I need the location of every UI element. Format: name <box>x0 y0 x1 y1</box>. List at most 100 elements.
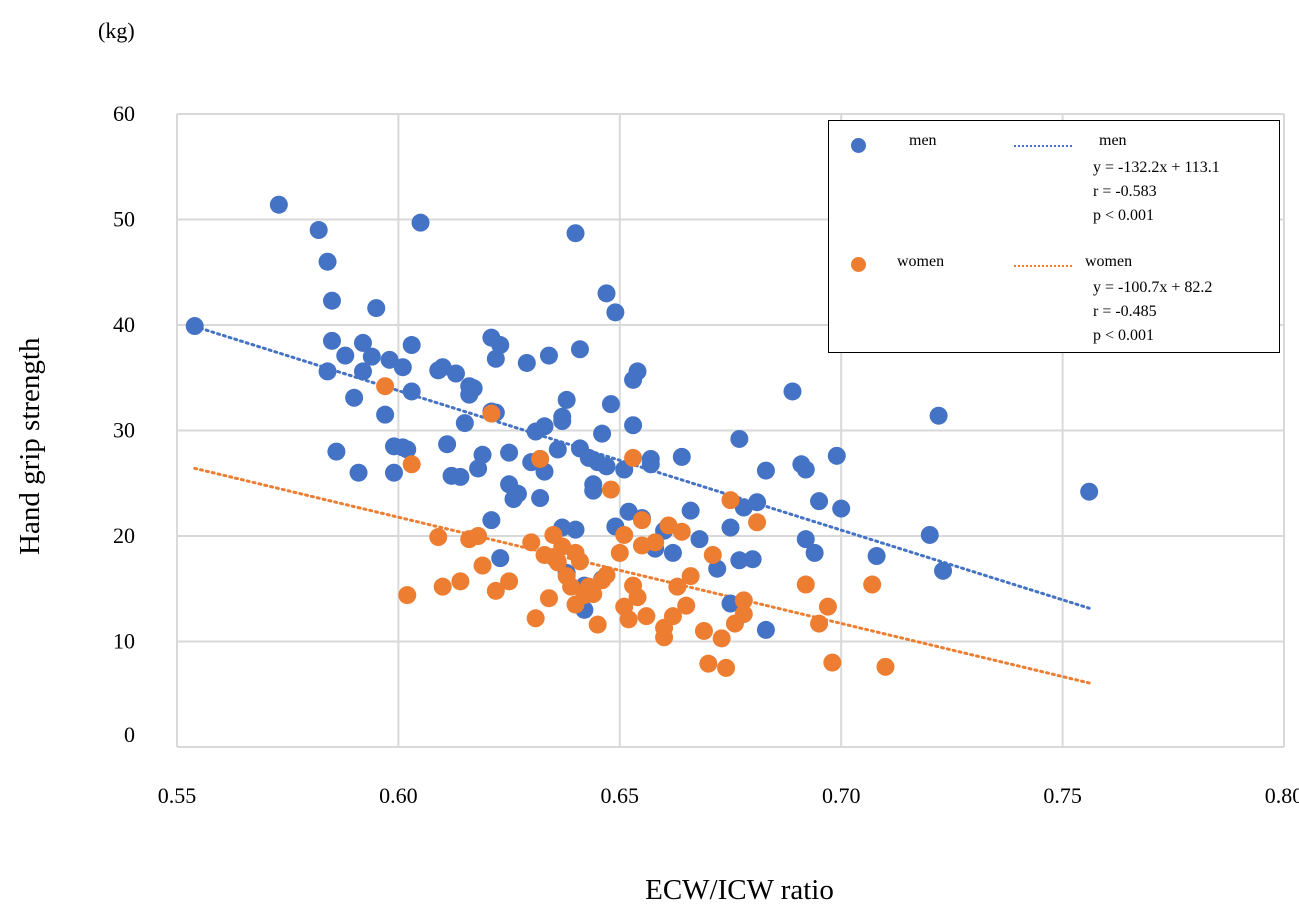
women-data-point <box>486 581 505 600</box>
men-data-point <box>796 460 815 479</box>
men-data-point <box>500 443 519 462</box>
tick-labels: 0 10 20 30 40 50 60 0.55 0.60 0.65 0.70 0.75 0.80 <box>113 101 1299 808</box>
women-data-point <box>531 449 550 468</box>
x-tick-label: 0.65 <box>601 783 640 808</box>
men-data-point <box>486 349 505 368</box>
men-data-point <box>783 382 802 401</box>
legend-men-line <box>1014 145 1072 147</box>
men-data-point <box>491 336 510 355</box>
women-data-point <box>712 629 731 648</box>
women-data-point <box>526 609 545 628</box>
women-data-point <box>677 596 696 615</box>
men-data-point <box>690 530 709 549</box>
men-data-point <box>473 445 492 464</box>
men-data-point <box>345 388 364 407</box>
men-data-point <box>601 395 620 414</box>
men-data-point <box>376 405 395 424</box>
women-data-point <box>748 513 767 532</box>
men-data-point <box>353 333 372 352</box>
men-data-point <box>318 362 337 381</box>
men-data-point <box>508 484 527 503</box>
legend-men-r: r = -0.583 <box>1093 183 1157 200</box>
women-data-point <box>717 658 736 677</box>
men-data-point <box>411 213 430 232</box>
men-data-point <box>393 358 412 377</box>
men-data-point <box>469 459 488 478</box>
women-data-point <box>703 545 722 564</box>
men-data-point <box>721 518 740 537</box>
women-data-point <box>597 566 616 585</box>
x-axis-label: ECW/ICW ratio <box>645 874 834 906</box>
men-data-point <box>438 435 457 454</box>
men-data-point <box>628 362 647 381</box>
men-data-point <box>517 353 536 372</box>
men-data-point <box>584 481 603 500</box>
men-data-point <box>548 440 567 459</box>
men-data-point <box>566 520 585 539</box>
legend-men-equation: y = -132.2x + 113.1 <box>1093 159 1220 176</box>
women-data-point <box>637 607 656 626</box>
y-tick-label: 20 <box>113 523 135 548</box>
men-data-point <box>367 299 386 318</box>
y-tick-label: 30 <box>113 418 135 443</box>
men-data-point <box>681 501 700 520</box>
women-data-point <box>632 511 651 530</box>
men-data-point <box>318 252 337 271</box>
men-data-point <box>557 390 576 409</box>
women-data-point <box>663 607 682 626</box>
y-tick-label: 0 <box>124 722 135 747</box>
legend-women-line <box>1014 265 1072 267</box>
women-data-point <box>721 491 740 510</box>
men-data-point <box>805 543 824 562</box>
women-data-point <box>628 588 647 607</box>
legend: men men y = -132.2x + 113.1 r = -0.583 p… <box>828 120 1280 353</box>
women-data-point <box>451 572 470 591</box>
men-data-point <box>672 447 691 466</box>
trendlines <box>193 324 1091 685</box>
men-data-point <box>309 221 328 240</box>
men-data-point <box>708 559 727 578</box>
men-data-point <box>641 449 660 468</box>
women-data-point <box>402 455 421 474</box>
x-tick-label: 0.60 <box>379 783 418 808</box>
men-data-point <box>827 446 846 465</box>
women-data-point <box>863 575 882 594</box>
women-data-point <box>469 527 488 545</box>
men-trendline <box>193 324 1091 610</box>
legend-women-r: r = -0.485 <box>1093 303 1157 320</box>
women-data-point <box>482 404 501 423</box>
y-tick-label: 40 <box>113 312 135 337</box>
men-data-point <box>455 414 474 433</box>
legend-men-p: p < 0.001 <box>1093 207 1155 224</box>
women-data-point <box>429 528 448 547</box>
men-data-point <box>336 346 355 365</box>
women-data-point <box>619 610 638 629</box>
women-data-point <box>646 533 665 552</box>
men-data-point <box>384 463 403 482</box>
women-data-point <box>500 572 519 591</box>
men-data-point <box>1080 482 1099 501</box>
men-data-point <box>482 511 501 530</box>
legend-men-marker <box>851 138 866 153</box>
women-data-point <box>562 577 581 596</box>
y-tick-label: 60 <box>113 101 135 126</box>
women-data-point <box>734 605 753 624</box>
men-data-point <box>398 440 417 459</box>
men-data-point <box>756 620 775 639</box>
men-data-point <box>832 499 851 518</box>
women-data-point <box>668 577 687 596</box>
y-tick-label: 10 <box>113 629 135 654</box>
women-data-point <box>376 377 395 396</box>
legend-women-equation: y = -100.7x + 82.2 <box>1093 279 1213 296</box>
data-points <box>185 195 1099 677</box>
women-data-point <box>588 615 607 634</box>
men-data-point <box>748 493 767 512</box>
men-data-point <box>597 284 616 303</box>
men-data-point <box>867 547 886 566</box>
men-data-point <box>402 336 421 355</box>
women-data-point <box>584 585 603 604</box>
men-data-point <box>756 461 775 480</box>
men-data-point <box>349 463 368 482</box>
legend-women-marker <box>851 257 866 272</box>
